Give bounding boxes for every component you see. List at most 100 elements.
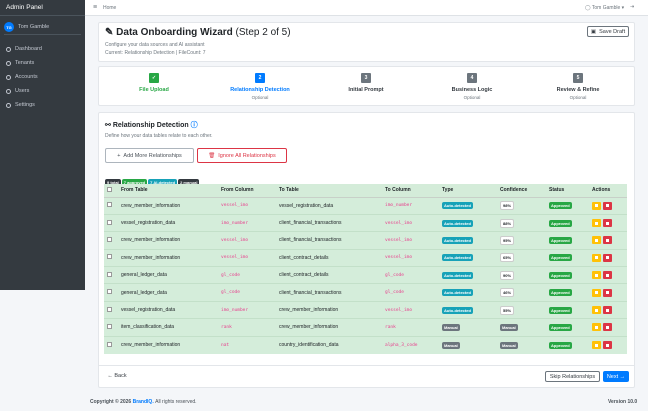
cell: country_identification_data (276, 335, 382, 354)
actions-cell (589, 335, 627, 354)
delete-button[interactable] (603, 271, 612, 280)
reject-button[interactable] (592, 271, 601, 280)
next-button[interactable]: Next → (603, 371, 629, 382)
header-cell: From Column (218, 184, 276, 198)
type-badge: Auto-detected (442, 236, 473, 244)
confidence-badge: 88% (500, 218, 515, 228)
label: Ignore All Relationships (218, 152, 276, 159)
add-button[interactable]: + Add More Relationships (105, 148, 194, 163)
step-label: (Step 2 of 5) (235, 27, 291, 38)
header-cell: From Table (118, 184, 218, 198)
checkbox[interactable] (107, 236, 112, 242)
cell: Manual (439, 335, 497, 354)
delete-button[interactable] (603, 306, 612, 315)
skip-button[interactable]: Skip Relationships (545, 371, 600, 382)
step-note: Optional (463, 95, 481, 100)
delete-button[interactable] (603, 253, 612, 262)
type-badge: Auto-detected (442, 219, 473, 227)
delete-button[interactable] (603, 341, 612, 350)
cell: client_contract_details (276, 266, 382, 284)
confidence-badge: 46% (500, 288, 515, 298)
reject-button[interactable] (592, 219, 601, 228)
step[interactable]: 3 Initial Prompt (321, 73, 411, 93)
header-cell (104, 184, 118, 198)
confidence-badge: 55% (500, 305, 515, 315)
row: general_ledger_data gl_code client_contrac… (104, 266, 627, 284)
checkbox[interactable] (107, 289, 112, 295)
cell: Manual (497, 335, 546, 354)
step[interactable]: 2 Relationship Detection Optional (215, 73, 305, 100)
cell: rank (218, 318, 276, 337)
step-number: 4 (467, 73, 477, 83)
avatar: TG (4, 22, 14, 32)
checkbox[interactable] (107, 219, 112, 225)
step-label: Business Logic (451, 87, 493, 93)
menu-item[interactable]: Settings (6, 102, 35, 108)
delete-button[interactable] (603, 219, 612, 228)
description: Define how your data tables relate to ea… (105, 133, 213, 139)
cell: rank (382, 318, 439, 337)
back-button[interactable]: ← Back (105, 371, 129, 381)
cell: Approved (546, 248, 589, 267)
reject-button[interactable] (592, 253, 601, 262)
breadcrumb[interactable]: Home (103, 5, 117, 11)
step[interactable]: 5 Review & Refine Optional (533, 73, 623, 100)
step-label: Initial Prompt (348, 87, 384, 93)
menu-item[interactable]: Tenants (6, 60, 34, 66)
info-icon[interactable]: ⓘ (190, 122, 198, 129)
menu-toggle[interactable]: ≡ (93, 4, 98, 11)
step-number: 5 (573, 73, 583, 83)
menu-icon (6, 60, 11, 66)
cell: client_contract_details (276, 248, 382, 267)
cell: crew_member_information (118, 248, 218, 267)
reject-button[interactable] (592, 306, 601, 315)
checkbox[interactable] (107, 202, 112, 208)
ignore-button[interactable]: 🗑 Ignore All Relationships (197, 148, 287, 163)
checkbox[interactable] (107, 254, 112, 260)
label: Next → (606, 373, 626, 380)
header-cell: Type (439, 184, 497, 198)
menu-item[interactable]: Dashboard (6, 46, 42, 52)
confidence-badge: 65% (500, 253, 515, 263)
checkbox[interactable] (107, 323, 112, 329)
select-all[interactable] (107, 186, 112, 192)
save-draft-button[interactable]: ▣ Save Draft (587, 26, 629, 37)
reject-button[interactable] (592, 288, 601, 297)
menu-item[interactable]: Accounts (6, 74, 38, 80)
user-menu[interactable]: ◯ Tom Gamble ▾ (585, 5, 625, 11)
cell: Approved (546, 318, 589, 337)
brand-link[interactable]: BrandIQ. (132, 399, 154, 405)
reject-button[interactable] (592, 201, 601, 210)
reject-button[interactable] (592, 323, 601, 332)
delete-button[interactable] (603, 288, 612, 297)
checkbox[interactable] (107, 306, 112, 312)
user-panel[interactable]: TG Tom Gamble (4, 20, 81, 35)
delete-button[interactable] (603, 201, 612, 210)
title: Relationship Detection (112, 122, 189, 129)
reject-button[interactable] (592, 236, 601, 245)
status-badge: Approved (549, 306, 572, 314)
reject-button[interactable] (592, 341, 601, 350)
checkbox[interactable] (107, 341, 112, 347)
user-name: Tom Gamble (18, 24, 50, 30)
cell: Approved (546, 335, 589, 354)
cell: Auto-detected (439, 266, 497, 284)
delete-button[interactable] (603, 236, 612, 245)
step[interactable]: ✓ File Upload (109, 73, 199, 93)
cell: Auto-detected (439, 300, 497, 319)
cell: vessel_imo (218, 231, 276, 250)
confidence-badge: 95% (500, 235, 515, 245)
checkbox[interactable] (107, 271, 112, 277)
type-badge: Auto-detected (442, 202, 473, 210)
logout-icon[interactable]: ⇥ (630, 4, 635, 10)
cell: 55% (497, 300, 546, 319)
menu-item[interactable]: Users (6, 88, 29, 94)
delete-button[interactable] (603, 323, 612, 332)
cell: 65% (497, 248, 546, 267)
step[interactable]: 4 Business Logic Optional (427, 73, 517, 100)
cell: general_ledger_data (118, 283, 218, 302)
badge: 9 total (105, 179, 121, 186)
version: Version 10.0 (608, 399, 638, 405)
select-cell (104, 300, 118, 319)
